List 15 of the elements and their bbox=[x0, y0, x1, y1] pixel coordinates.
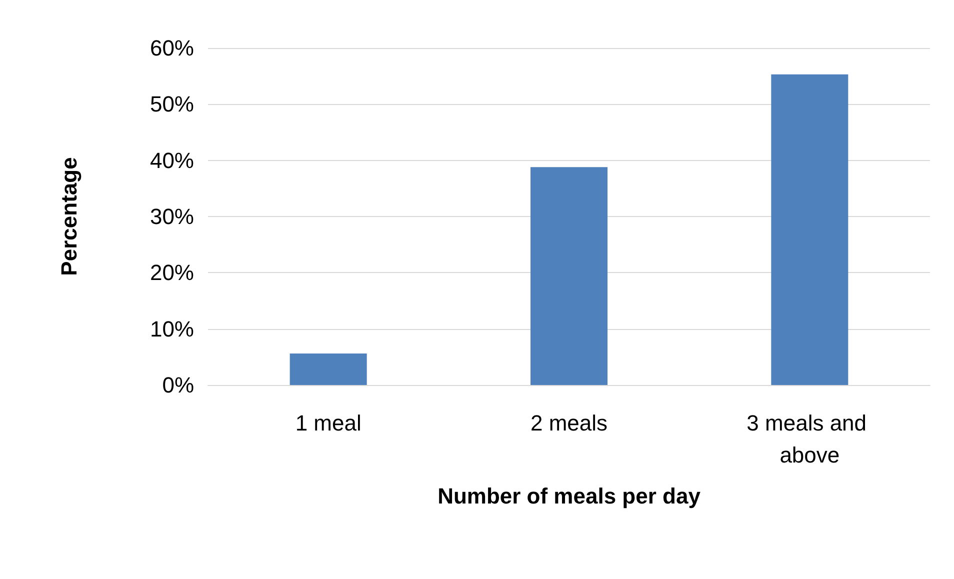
y-tick-label: 50% bbox=[150, 92, 194, 117]
bar bbox=[771, 74, 848, 385]
x-tick-label: 3 meals and above bbox=[746, 410, 873, 468]
x-tick-label: 2 meals bbox=[530, 410, 608, 436]
x-tick-label: 1 meal bbox=[295, 410, 362, 436]
y-tick-label: 20% bbox=[150, 260, 194, 286]
y-axis-title: Percentage bbox=[56, 157, 82, 276]
bar bbox=[290, 354, 367, 385]
y-tick-label: 0% bbox=[162, 372, 194, 398]
x-axis-title: Number of meals per day bbox=[438, 484, 702, 508]
y-tick-label: 40% bbox=[150, 148, 194, 173]
bar bbox=[530, 167, 608, 385]
y-tick-label: 30% bbox=[150, 204, 194, 229]
y-tick-label: 10% bbox=[150, 316, 194, 342]
y-tick-label: 60% bbox=[150, 36, 194, 60]
